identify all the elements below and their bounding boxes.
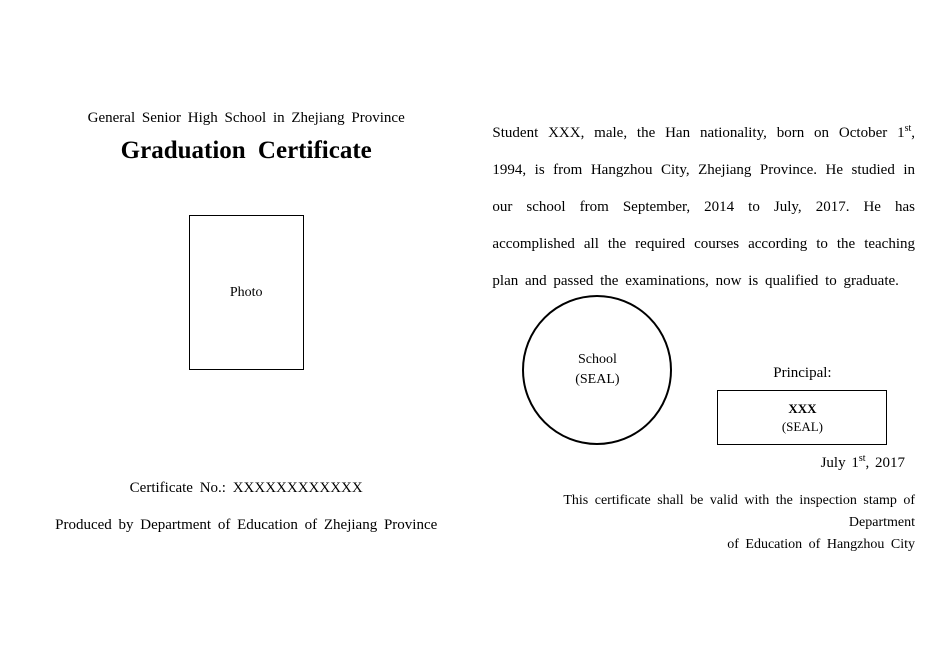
validity-note: This certificate shall be valid with the… [492, 490, 915, 556]
certificate-container: General Senior High School in Zhejiang P… [0, 0, 945, 586]
body-text: Student XXX, male, the Han nationality, … [492, 110, 915, 300]
subtitle: General Senior High School in Zhejiang P… [88, 110, 405, 127]
seals-row: School (SEAL) Principal: XXX (SEAL) [492, 295, 915, 445]
validity-line1: This certificate shall be valid with the… [563, 493, 915, 530]
school-seal-line1: School [578, 350, 617, 370]
certificate-number: Certificate No.: XXXXXXXXXXXX [130, 480, 363, 497]
date-post: , 2017 [866, 455, 906, 471]
photo-label: Photo [230, 285, 263, 301]
school-seal-line2: (SEAL) [575, 370, 619, 390]
principal-seal-text: (SEAL) [782, 418, 823, 436]
principal-name: XXX [788, 400, 816, 418]
body-post: , 1994, is from Hangzhou City, Zhejiang … [492, 125, 915, 289]
principal-block: Principal: XXX (SEAL) [717, 365, 887, 445]
right-column: Student XXX, male, the Han nationality, … [492, 110, 915, 556]
cert-no-value: XXXXXXXXXXXX [233, 480, 363, 496]
cert-no-label: Certificate No.: [130, 480, 233, 496]
principal-label: Principal: [717, 365, 887, 382]
principal-seal-box: XXX (SEAL) [717, 390, 887, 445]
title: Graduation Certificate [121, 137, 372, 165]
school-seal: School (SEAL) [522, 295, 672, 445]
produced-by: Produced by Department of Education of Z… [55, 517, 437, 534]
photo-box: Photo [189, 215, 304, 370]
date-sup: st [859, 453, 866, 464]
left-column: General Senior High School in Zhejiang P… [30, 110, 462, 556]
validity-line2: of Education of Hangzhou City [727, 537, 915, 552]
body-pre: Student XXX, male, the Han nationality, … [492, 125, 904, 141]
date-pre: July 1 [821, 455, 859, 471]
issue-date: July 1st, 2017 [492, 453, 915, 472]
